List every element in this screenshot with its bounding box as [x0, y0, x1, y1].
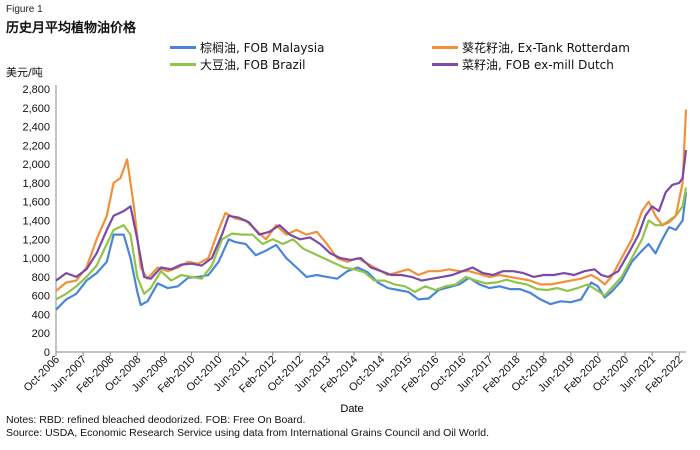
legend-label-palm: 棕榈油, FOB Malaysia	[200, 41, 325, 55]
legend-label-soybean: 大豆油, FOB Brazil	[200, 58, 306, 72]
source-text: Source: USDA, Economic Research Service …	[6, 427, 490, 439]
series-line-palm	[55, 192, 688, 311]
legend-swatch-palm	[170, 46, 196, 49]
legend-item-rapeseed: 菜籽油, FOB ex-mill Dutch	[432, 56, 614, 73]
legend-label-rapeseed: 菜籽油, FOB ex-mill Dutch	[462, 58, 614, 72]
series-line-soybean	[55, 187, 688, 301]
y-tick-label: 2,000	[22, 159, 50, 171]
y-tick-label: 600	[32, 291, 50, 303]
y-tick-label: 0	[44, 347, 50, 359]
figure-label: Figure 1	[6, 4, 43, 15]
legend-item-soybean: 大豆油, FOB Brazil	[170, 56, 306, 73]
y-tick-label: 2,200	[22, 140, 50, 152]
y-tick-label: 200	[32, 328, 50, 340]
chart-title: 历史月平均植物油价格	[6, 21, 137, 36]
y-tick-label: 2,400	[22, 122, 50, 134]
legend: 棕榈油, FOB Malaysia 葵花籽油, Ex-Tank Rotterda…	[170, 39, 690, 85]
y-axis: 0 200 400 600 800 1,000 1,200 1,400 1,600 1,800 2,…	[22, 84, 57, 359]
y-tick-label: 1,800	[22, 178, 50, 190]
legend-swatch-sunflower	[432, 46, 458, 49]
y-tick-label: 1,000	[22, 253, 50, 265]
y-tick-label: 2,800	[22, 84, 50, 96]
notes-block: Notes: RBD: refined bleached deodorized.…	[6, 414, 489, 440]
x-axis: Oct-2006Jun-2007Feb-2008Oct-2008Jun-2009…	[22, 351, 686, 395]
legend-swatch-soybean	[170, 63, 196, 66]
legend-item-sunflower: 葵花籽油, Ex-Tank Rotterdam	[432, 39, 630, 56]
legend-swatch-rapeseed	[432, 63, 458, 66]
y-axis-label: 美元/吨	[6, 66, 43, 79]
y-tick-label: 800	[32, 272, 50, 284]
y-tick-label: 2,600	[22, 103, 50, 115]
legend-label-sunflower: 葵花籽油, Ex-Tank Rotterdam	[462, 41, 630, 55]
y-tick-label: 400	[32, 309, 50, 321]
series-lines	[55, 109, 688, 311]
y-tick-label: 1,600	[22, 197, 50, 209]
notes-text: Notes: RBD: refined bleached deodorized.…	[6, 414, 306, 426]
x-axis-label: Date	[340, 403, 363, 415]
series-line-sunflower	[55, 109, 688, 292]
y-tick-label: 1,400	[22, 216, 50, 228]
series-line-rapeseed	[55, 149, 688, 282]
y-tick-label: 1,200	[22, 234, 50, 246]
legend-item-palm: 棕榈油, FOB Malaysia	[170, 39, 324, 56]
